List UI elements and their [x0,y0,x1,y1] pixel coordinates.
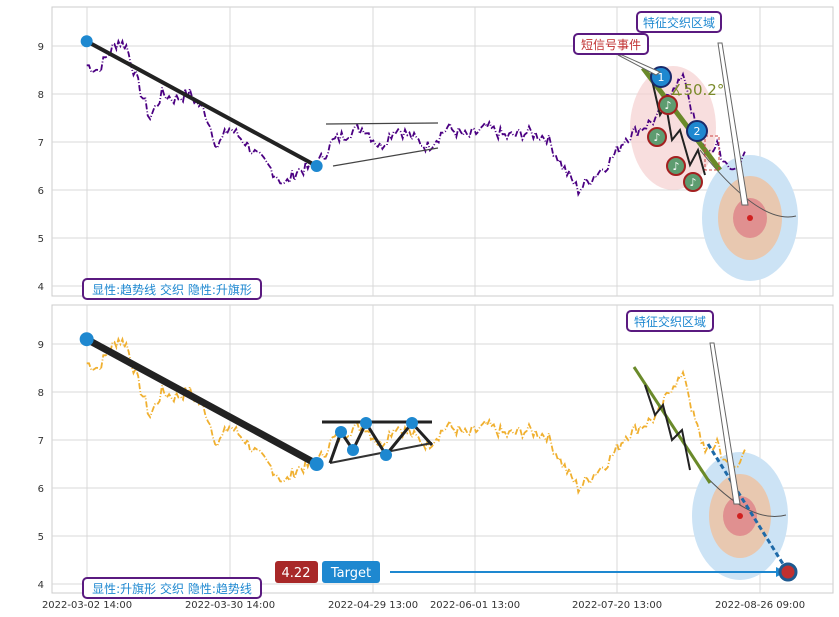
trend-line [85,39,318,168]
projection-line [706,443,790,573]
zone-callout-box [636,11,722,33]
trend-line [85,336,319,468]
x-tick-label: 2022-06-01 13:00 [430,600,520,611]
trend-end-point [310,160,323,172]
pattern-label-box [82,577,262,599]
flag-upper-line [325,122,439,125]
pattern-label-text: 显性:趋势线 交织 隐性:升旗形 [92,282,252,297]
marker-number: 1 [658,71,665,84]
zone-arrow [709,342,741,505]
signal-callout-text: 短信号事件 [581,38,641,52]
y-tick-label: 5 [38,234,44,245]
y-tick-label: 9 [38,42,44,53]
signal-callout-box [573,33,649,55]
target-badge-text: Target [330,566,371,581]
zone-callout-text: 特征交织区域 [643,15,715,30]
y-tick-label: 9 [38,340,44,351]
flag-vertex [380,449,392,461]
zone-center [737,513,743,519]
zone-center [747,215,753,221]
green-trend [632,366,712,484]
x-tick-label: 2022-03-02 14:00 [42,600,132,611]
note-glyph: ♪ [653,131,660,144]
note-glyph: ♪ [664,99,671,112]
signal-zone [630,66,716,190]
y-tick-label: 8 [38,388,44,399]
note-marker [647,127,667,147]
note-glyph: ♪ [672,160,679,173]
numbered-marker [686,120,708,142]
y-tick-label: 7 [38,138,44,149]
note-marker [666,156,686,176]
pattern-label-text: 显性:升旗形 交织 隐性:趋势线 [92,581,252,596]
y-tick-label: 7 [38,436,44,447]
x-tick-label: 2022-04-29 13:00 [328,600,418,611]
target-badge [322,561,380,583]
marker-number: 2 [694,125,701,138]
note-marker [683,172,703,192]
trend-end-point [309,457,324,471]
y-tick-label: 8 [38,90,44,101]
flag-vertex [335,426,347,438]
price-badge [275,561,318,583]
flag-vertex [406,417,418,429]
flag-vertex [347,444,359,456]
y-tick-label: 4 [38,282,44,293]
y-tick-label: 4 [38,580,44,591]
zone-callout-box [626,310,714,332]
flag-vertex [360,417,372,429]
trend-start-point [79,332,94,347]
zone-callout-text: 特征交织区域 [634,314,706,329]
trend-start-point [80,35,93,48]
target-point [778,562,798,582]
x-tick-label: 2022-07-20 13:00 [572,600,662,611]
angle-label: ∡50.2° [670,81,724,99]
flag-lower-line [332,147,439,167]
note-glyph: ♪ [689,176,696,189]
price-badge-text: 4.22 [282,566,311,581]
price-series-top [86,38,746,198]
arc-line [699,469,787,517]
zone-arrow [717,42,749,206]
x-tick-label: 2022-03-30 14:00 [185,600,275,611]
y-tick-label: 6 [38,484,44,495]
price-series-bottom [86,336,746,496]
signal-path [651,79,706,176]
pattern-label-box [82,278,262,300]
x-tick-label: 2022-08-26 09:00 [715,600,805,611]
signal-path [644,384,691,471]
note-marker [658,95,678,115]
arc-line [699,149,797,218]
dashed-box [704,135,720,171]
y-tick-label: 6 [38,186,44,197]
y-tick-label: 5 [38,532,44,543]
